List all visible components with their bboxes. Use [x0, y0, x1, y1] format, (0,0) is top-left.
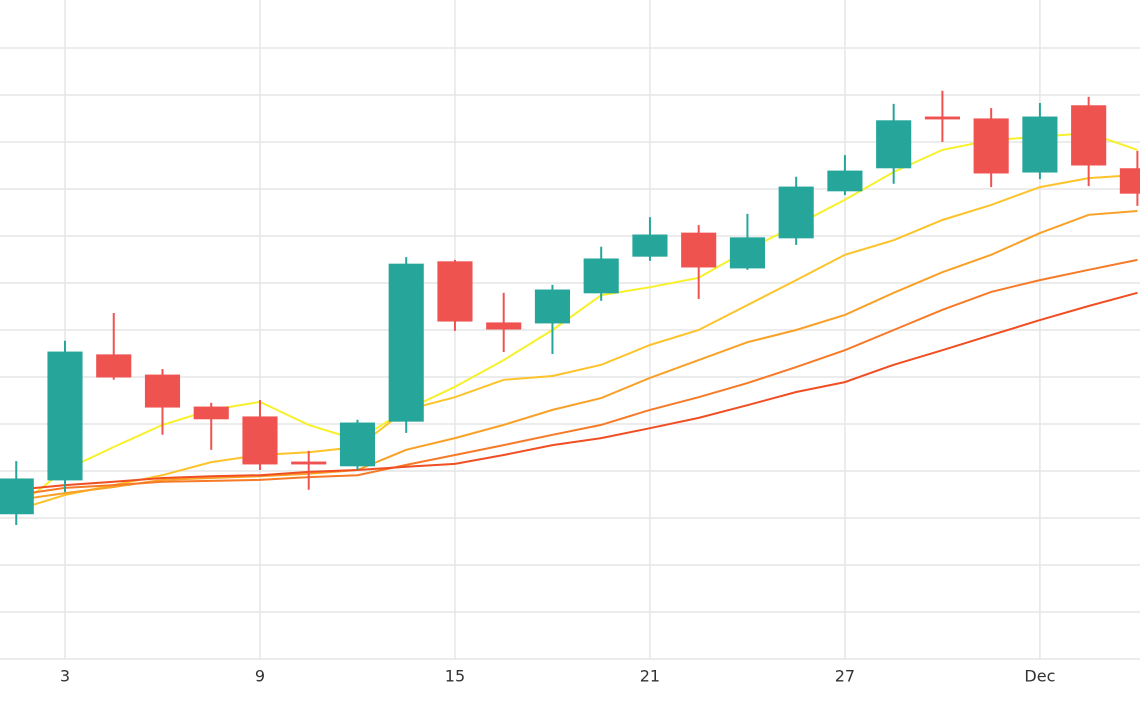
- candle-body: [534, 289, 571, 324]
- candle-body: [193, 406, 229, 420]
- candle-body: [1022, 116, 1058, 173]
- candle-body: [339, 422, 376, 467]
- candle-body: [47, 351, 83, 481]
- moving-average-line: [15, 173, 1138, 511]
- candle-body: [681, 232, 717, 268]
- candle-body: [437, 261, 473, 322]
- candle-body: [632, 234, 668, 257]
- candle-body: [486, 322, 522, 330]
- candle-body: [973, 118, 1009, 174]
- x-tick-label: 21: [640, 667, 660, 686]
- x-tick-label: 27: [835, 667, 855, 686]
- candle-body: [144, 374, 181, 408]
- x-tick-label: 15: [445, 667, 465, 686]
- candle-body: [388, 263, 424, 422]
- candle-body: [583, 258, 619, 294]
- candle-body: [827, 170, 863, 192]
- candle-body: [876, 120, 912, 169]
- candle-body: [1071, 105, 1107, 166]
- candle-body: [96, 354, 132, 378]
- x-tick-label: 9: [255, 667, 265, 686]
- candle-body: [291, 461, 327, 465]
- x-tick-label: 3: [60, 667, 70, 686]
- candle-body: [778, 186, 814, 239]
- candle-body: [1119, 168, 1140, 194]
- candle-body: [924, 116, 960, 120]
- candle-body: [729, 237, 765, 269]
- x-tick-label: Dec: [1024, 667, 1055, 686]
- moving-average-line: [16, 258, 1138, 496]
- moving-average-line: [16, 291, 1138, 491]
- moving-average-line: [16, 210, 1138, 502]
- candle-body: [242, 416, 278, 465]
- candle-body: [0, 478, 34, 515]
